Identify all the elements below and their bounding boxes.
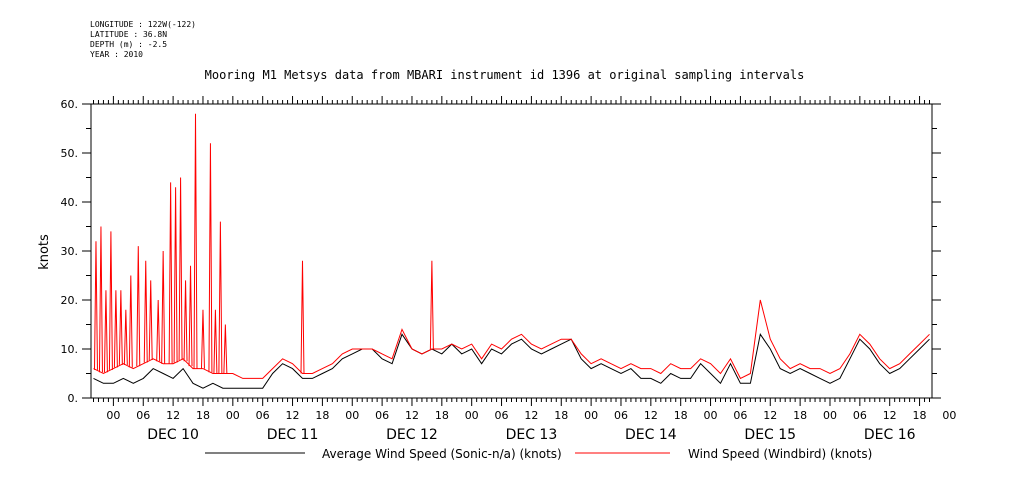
x-tick-label: 18 [196, 409, 210, 422]
windbird-spike [118, 290, 123, 365]
x-tick-label: 06 [136, 409, 150, 422]
x-tick-label: 12 [286, 409, 300, 422]
windbird-spike [113, 290, 118, 368]
x-tick-label: 18 [554, 409, 568, 422]
y-tick-label: 40. [61, 196, 79, 209]
latitude-text: LATITUDE : 36.8N [90, 30, 168, 39]
depth-text: DEPTH (m) : -2.5 [90, 40, 168, 49]
windbird-spike [93, 241, 98, 370]
x-tick-label: 00 [584, 409, 598, 422]
series-line-windbird [93, 299, 930, 380]
day-label: DEC 14 [625, 427, 677, 443]
series-lines [93, 113, 930, 389]
legend-label-average: Average Wind Speed (Sonic-n/a) (knots) [322, 447, 562, 461]
x-tick-label: 18 [793, 409, 807, 422]
x-tick-label: 12 [524, 409, 538, 422]
x-tick-label: 00 [226, 409, 240, 422]
day-label: DEC 15 [744, 427, 796, 443]
x-tick-label: 12 [166, 409, 180, 422]
x-axis-ticks: 00 06 12 18 00 06 12 18 00 06 12 18 00 06 12 18 00 06 12 18… [92, 96, 956, 443]
legend-label-windbird: Wind Speed (Windbird) (knots) [688, 447, 872, 461]
x-tick-label: 18 [315, 409, 329, 422]
x-tick-label: 00 [823, 409, 837, 422]
day-label: DEC 10 [147, 427, 199, 443]
windbird-spike [128, 275, 133, 368]
windbird-spike [300, 260, 305, 374]
windbird-spike [188, 265, 193, 367]
x-tick-label: 00 [704, 409, 718, 422]
plot-frame [90, 103, 933, 399]
year-text: YEAR : 2010 [90, 50, 143, 59]
day-label: DEC 16 [864, 427, 916, 443]
day-label: DEC 11 [267, 427, 319, 443]
longitude-text: LONGITUDE : 122W(-122) [90, 20, 196, 29]
x-tick-label: 12 [763, 409, 777, 422]
x-tick-label: 18 [674, 409, 688, 422]
windbird-spike [161, 250, 166, 364]
x-tick-label: 12 [644, 409, 658, 422]
windbird-spike [148, 280, 153, 361]
windbird-spike [213, 309, 218, 374]
chart-title: Mooring M1 Metsys data from MBARI instru… [204, 68, 805, 82]
x-tick-label: 06 [256, 409, 270, 422]
windbird-spike [168, 182, 173, 364]
windbird-spike [136, 246, 141, 367]
x-tick-label: 12 [883, 409, 897, 422]
windbird-spike [193, 113, 198, 369]
windbird-spike [429, 260, 434, 350]
day-label: DEC 13 [506, 427, 558, 443]
x-tick-label: 06 [375, 409, 389, 422]
windbird-spike [223, 324, 228, 374]
y-tick-label: 60. [61, 98, 79, 111]
windbird-spike [108, 231, 113, 370]
x-tick-label: 06 [733, 409, 747, 422]
y-tick-label: 20. [61, 294, 79, 307]
x-tick-label: 12 [405, 409, 419, 422]
series-line-average [93, 333, 930, 389]
windbird-spike [103, 290, 108, 373]
windbird-spike [173, 187, 178, 363]
y-axis-ticks: 0. 10. 20. 30. 40. 50. 60. [61, 98, 941, 405]
windbird-spike [183, 280, 188, 362]
x-tick-label: 00 [465, 409, 479, 422]
windbird-spike [156, 299, 161, 362]
y-tick-label: 0. [68, 392, 79, 405]
windbird-spike [98, 226, 103, 373]
legend: Average Wind Speed (Sonic-n/a) (knots) W… [205, 447, 872, 461]
windbird-spike [178, 177, 183, 361]
y-tick-label: 30. [61, 245, 79, 258]
windbird-spike [143, 260, 148, 363]
x-tick-label: 00 [345, 409, 359, 422]
windbird-spike [123, 309, 128, 365]
y-axis-label: knots [37, 234, 52, 270]
x-tick-label: 18 [435, 409, 449, 422]
x-tick-label: 06 [614, 409, 628, 422]
y-tick-label: 10. [61, 343, 79, 356]
x-tick-label: 18 [913, 409, 927, 422]
day-label: DEC 12 [386, 427, 438, 443]
metadata-block: LONGITUDE : 122W(-122) LATITUDE : 36.8N … [90, 20, 196, 60]
x-tick-label: 00 [106, 409, 120, 422]
x-tick-label: 00 [942, 409, 956, 422]
y-tick-label: 50. [61, 147, 79, 160]
windbird-spike [208, 143, 213, 373]
x-tick-label: 06 [495, 409, 509, 422]
windbird-spike [200, 309, 205, 369]
chart-axes [90, 103, 933, 399]
windbird-spike [218, 221, 223, 374]
x-tick-label: 06 [853, 409, 867, 422]
